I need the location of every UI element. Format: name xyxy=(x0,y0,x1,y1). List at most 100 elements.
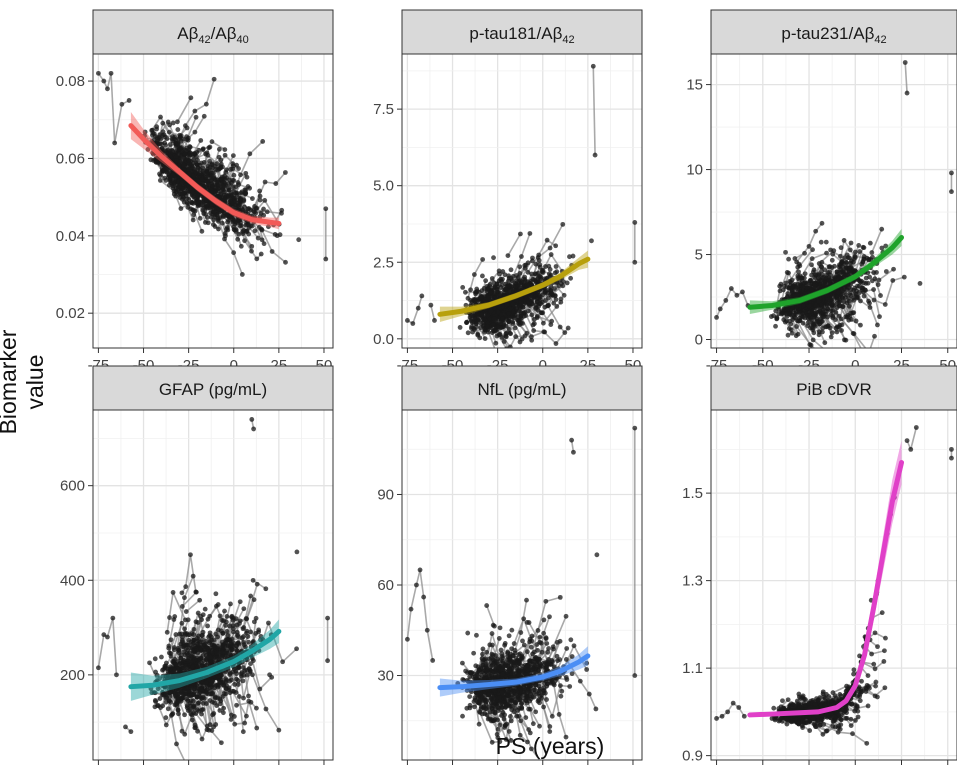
data-point xyxy=(162,140,168,146)
data-point xyxy=(472,289,478,295)
subject-trajectory xyxy=(112,618,118,675)
data-point xyxy=(785,332,791,338)
data-point xyxy=(632,220,638,225)
data-point xyxy=(177,132,183,138)
data-point xyxy=(200,147,206,152)
data-point xyxy=(847,247,853,253)
panel-border xyxy=(401,53,643,349)
data-point xyxy=(199,202,205,208)
data-point xyxy=(844,260,850,266)
data-point xyxy=(838,245,844,251)
data-point xyxy=(186,201,192,206)
data-point xyxy=(179,180,185,186)
data-point xyxy=(533,305,539,311)
data-point xyxy=(514,273,519,278)
data-point xyxy=(834,329,840,335)
data-point xyxy=(415,305,421,311)
data-point xyxy=(495,324,500,330)
data-point xyxy=(196,147,202,153)
data-point xyxy=(789,284,795,290)
data-point xyxy=(852,249,858,255)
data-point xyxy=(222,147,228,153)
data-point xyxy=(254,256,260,262)
subject-trajectory xyxy=(808,230,817,247)
data-point xyxy=(949,170,954,176)
data-point xyxy=(215,218,221,224)
data-point xyxy=(527,231,533,236)
subject-trajectory xyxy=(245,583,258,620)
data-point xyxy=(432,318,437,323)
subject-trajectory xyxy=(811,252,827,260)
data-point xyxy=(257,188,262,194)
subject-trajectory xyxy=(267,622,284,663)
data-point xyxy=(805,320,811,325)
data-point xyxy=(167,142,173,147)
data-point xyxy=(890,278,896,283)
data-point xyxy=(774,314,780,320)
data-point xyxy=(513,283,518,289)
data-point xyxy=(773,323,778,329)
data-point xyxy=(839,328,844,333)
data-point xyxy=(543,264,548,269)
data-point xyxy=(842,255,848,261)
data-point xyxy=(833,325,839,331)
data-point xyxy=(840,295,846,300)
data-point xyxy=(872,333,877,339)
data-point xyxy=(173,141,178,147)
data-point xyxy=(228,214,233,220)
data-point xyxy=(248,207,254,213)
panel-Ab42_Ab40: Aβ42/Aβ40-75-50-25025500.020.040.060.08 xyxy=(56,9,334,374)
data-point xyxy=(204,197,210,203)
data-point xyxy=(249,248,254,254)
data-point xyxy=(834,269,840,275)
data-point xyxy=(160,129,166,135)
subject-trajectory xyxy=(741,291,749,306)
data-point xyxy=(813,228,819,234)
data-point xyxy=(205,179,211,184)
data-point xyxy=(197,170,203,176)
data-point xyxy=(503,334,509,340)
data-point xyxy=(949,189,954,195)
subject-trajectory xyxy=(239,153,251,176)
data-point xyxy=(797,263,803,269)
subject-trajectory xyxy=(166,592,174,633)
data-point xyxy=(222,196,228,202)
data-point xyxy=(482,336,488,341)
data-point xyxy=(858,322,863,328)
data-point xyxy=(512,325,518,331)
data-point xyxy=(500,269,506,274)
data-point xyxy=(486,285,491,291)
data-point xyxy=(176,162,182,168)
data-point xyxy=(498,290,503,296)
subject-trajectory xyxy=(823,357,828,364)
data-point xyxy=(213,591,219,597)
subject-trajectory xyxy=(232,252,244,275)
data-point xyxy=(816,329,822,335)
data-point xyxy=(245,222,251,228)
subject-trajectory xyxy=(211,140,226,151)
data-point xyxy=(500,276,505,282)
data-point xyxy=(419,293,425,299)
data-point xyxy=(834,296,840,302)
data-point xyxy=(157,178,163,183)
data-point xyxy=(212,212,218,218)
data-point xyxy=(257,197,263,203)
y-tick-label: 0.02 xyxy=(56,305,85,322)
data-point xyxy=(802,250,807,256)
data-point xyxy=(518,279,524,285)
data-point xyxy=(486,295,492,301)
data-point xyxy=(849,317,854,322)
subject-trajectory xyxy=(178,597,186,635)
data-point xyxy=(514,306,520,312)
data-point xyxy=(802,275,807,281)
data-point xyxy=(145,147,151,152)
data-point xyxy=(728,286,734,291)
data-point xyxy=(838,316,844,322)
data-point xyxy=(220,187,226,193)
data-point xyxy=(816,261,822,266)
data-point xyxy=(508,267,514,273)
data-point xyxy=(212,224,218,229)
data-point xyxy=(813,302,819,308)
data-point xyxy=(809,287,815,293)
data-point xyxy=(493,294,499,300)
